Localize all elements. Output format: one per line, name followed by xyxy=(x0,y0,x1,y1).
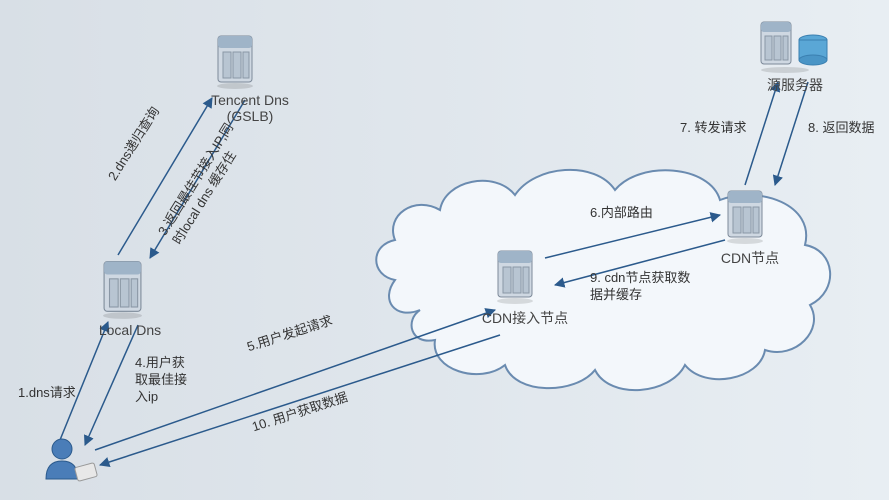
edge-2-label: 2.dns递归查询 xyxy=(105,104,164,184)
origin-label: 源服务器 xyxy=(755,75,835,95)
local-dns-server-icon xyxy=(95,255,150,320)
local-dns-label: Local Dns xyxy=(85,322,175,338)
edge-3-label: 3.返回最佳节接入IP,同 时local dns 缓存住 xyxy=(155,121,252,248)
origin-server-icon xyxy=(755,18,835,76)
edge-7 xyxy=(745,82,778,185)
cdn-access-label: CDN接入节点 xyxy=(470,308,580,328)
edge-9-label: 9. cdn节点获取数 据并缓存 xyxy=(590,270,690,304)
edge-4-label: 4.用户获 取最佳接 入ip xyxy=(135,355,187,406)
edge-7-label: 7. 转发请求 xyxy=(680,120,746,137)
cdn-node-server-icon xyxy=(720,185,770,245)
tencent-dns-server-icon xyxy=(210,30,260,90)
edge-10-label: 10. 用户获取数据 xyxy=(250,389,350,436)
edge-8 xyxy=(775,82,808,185)
tencent-dns-label: Tencent Dns (GSLB) xyxy=(190,92,310,124)
edge-5-label: 5.用户发起请求 xyxy=(245,313,335,357)
cdn-node-label: CDN节点 xyxy=(710,248,790,268)
cdn-access-server-icon xyxy=(490,245,540,305)
edge-6-label: 6.内部路由 xyxy=(590,205,653,222)
edge-4 xyxy=(85,325,138,445)
user-icon xyxy=(40,435,100,485)
edge-1-label: 1.dns请求 xyxy=(18,385,76,402)
edge-1 xyxy=(60,322,108,440)
edge-8-label: 8. 返回数据 xyxy=(808,120,874,137)
